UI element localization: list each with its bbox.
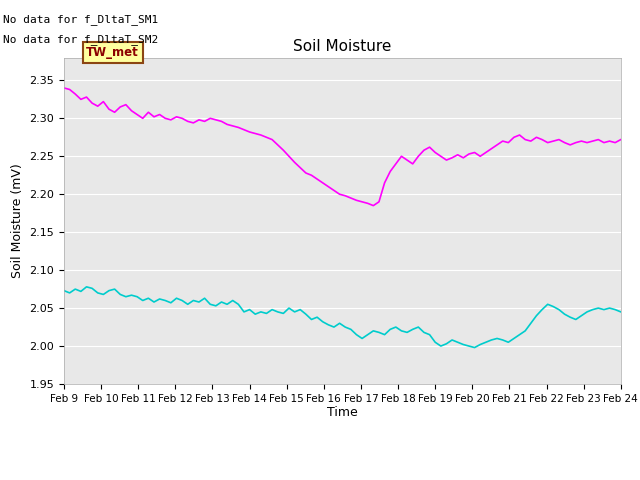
X-axis label: Time: Time <box>327 407 358 420</box>
CS615_SM2 <box>397 328 405 334</box>
CS615_SM2 <box>173 295 180 301</box>
CS615_SM2 <box>60 288 68 293</box>
CS615_SM1 <box>369 203 377 208</box>
CS615_SM1 <box>60 85 68 91</box>
CS615_SM2 <box>353 332 360 337</box>
CS615_SM1 <box>595 137 602 143</box>
CS615_SM1 <box>617 137 625 143</box>
CS615_SM1 <box>397 154 405 159</box>
CS615_SM2 <box>471 345 479 350</box>
Y-axis label: Soil Moisture (mV): Soil Moisture (mV) <box>11 163 24 278</box>
CS615_SM2 <box>600 307 608 312</box>
CS615_SM1 <box>347 195 355 201</box>
Line: CS615_SM1: CS615_SM1 <box>64 88 621 205</box>
Line: CS615_SM2: CS615_SM2 <box>64 287 621 348</box>
Text: No data for f_DltaT_SM1: No data for f_DltaT_SM1 <box>3 14 159 25</box>
CS615_SM1 <box>167 117 175 123</box>
Text: TW_met: TW_met <box>86 46 139 59</box>
CS615_SM1 <box>189 120 197 126</box>
Text: No data for f_DltaT_SM2: No data for f_DltaT_SM2 <box>3 34 159 45</box>
Title: Soil Moisture: Soil Moisture <box>293 39 392 54</box>
CS615_SM1 <box>577 138 585 144</box>
CS615_SM2 <box>617 309 625 315</box>
Legend: CS615_SM1, CS615_SM2: CS615_SM1, CS615_SM2 <box>220 479 465 480</box>
CS615_SM2 <box>195 299 203 305</box>
CS615_SM2 <box>83 284 90 290</box>
CS615_SM2 <box>583 309 591 315</box>
